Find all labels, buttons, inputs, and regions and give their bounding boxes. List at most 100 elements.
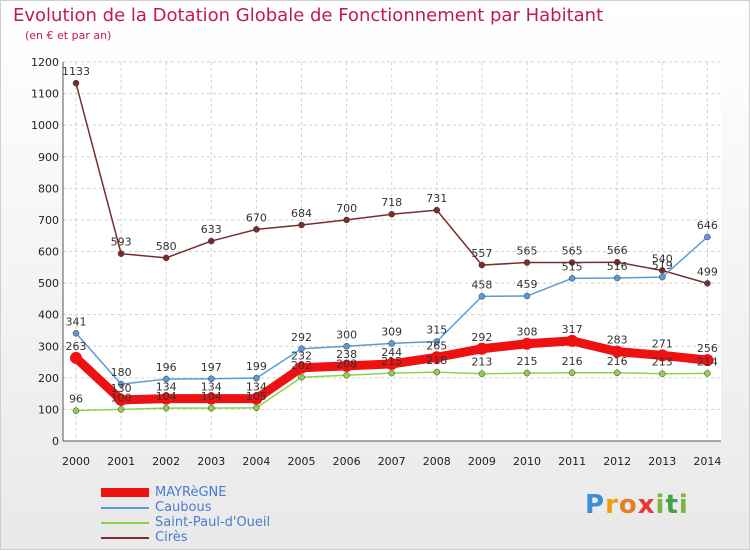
x-tick-label: 2002: [152, 455, 180, 468]
logo-letter: x: [637, 490, 656, 520]
data-label: 341: [66, 315, 87, 328]
x-tick-label: 2003: [197, 455, 225, 468]
data-point: [253, 374, 260, 382]
x-tick-label: 2014: [693, 455, 721, 468]
data-point: [701, 354, 714, 367]
data-label: 670: [246, 211, 267, 224]
x-tick-label: 2007: [378, 455, 406, 468]
data-point: [433, 368, 441, 376]
data-point: [659, 267, 666, 274]
data-point: [568, 369, 576, 377]
logo-letter: r: [605, 490, 619, 520]
data-label: 130: [111, 382, 132, 395]
y-tick-label: 1000: [31, 119, 59, 132]
data-label: 557: [471, 247, 492, 260]
data-label: 105: [246, 390, 267, 403]
data-point: [430, 351, 443, 364]
y-tick-label: 1200: [31, 56, 59, 69]
data-point: [72, 330, 80, 337]
data-point: [478, 293, 486, 300]
legend-item-caubous: Caubous: [101, 500, 270, 515]
data-label: 256: [697, 342, 718, 355]
x-tick-label: 2009: [468, 455, 496, 468]
x-tick-label: 2010: [513, 455, 541, 468]
data-point: [160, 392, 173, 405]
legend-label: Saint-Paul-d'Oueil: [155, 515, 271, 530]
data-point: [388, 340, 395, 347]
data-point: [250, 392, 263, 405]
data-point: [253, 404, 260, 412]
data-point: [295, 361, 308, 374]
legend: MAYRèGNE Caubous Saint-Paul-d'Oueil Cirè…: [101, 485, 270, 545]
data-point: [162, 404, 170, 412]
data-label: 215: [381, 355, 402, 368]
data-label: 134: [201, 381, 222, 394]
data-label: 218: [426, 354, 447, 367]
data-point: [478, 261, 486, 269]
data-point: [208, 375, 215, 383]
data-label: 180: [111, 366, 132, 379]
legend-item-saint-paul: Saint-Paul-d'Oueil: [101, 515, 270, 530]
data-point: [523, 259, 531, 266]
data-point: [343, 216, 350, 224]
data-label: 96: [69, 393, 83, 406]
data-point: [298, 373, 305, 381]
data-point: [568, 275, 576, 282]
data-label: 134: [156, 381, 177, 394]
x-tick-label: 2011: [558, 455, 586, 468]
data-label: 244: [381, 346, 402, 359]
legend-swatch: [101, 488, 149, 497]
data-point: [704, 280, 711, 287]
chart-title: Evolution de la Dotation Globale de Fonc…: [13, 5, 604, 26]
x-tick-label: 2012: [603, 455, 631, 468]
data-label: 271: [652, 337, 673, 350]
logo-letter: P: [585, 490, 606, 520]
data-label: 519: [652, 259, 673, 272]
data-label: 459: [517, 278, 538, 291]
data-point: [613, 258, 621, 266]
legend-item-cires: Cirès: [101, 530, 270, 545]
data-label: 300: [336, 328, 357, 341]
x-tick-label: 2004: [242, 455, 270, 468]
legend-label: MAYRèGNE: [155, 485, 227, 500]
data-label: 566: [607, 244, 628, 257]
data-point: [521, 337, 533, 350]
data-label: 684: [291, 207, 312, 220]
data-point: [298, 345, 305, 353]
data-label: 593: [111, 236, 132, 249]
data-point: [162, 254, 170, 262]
data-label: 202: [291, 359, 312, 372]
y-tick-label: 800: [38, 182, 59, 195]
legend-label: Cirès: [155, 530, 188, 545]
logo-letter: o: [618, 490, 638, 520]
data-label: 238: [336, 348, 357, 361]
data-point: [343, 372, 350, 379]
x-tick-label: 2013: [648, 455, 676, 468]
data-point: [613, 369, 621, 377]
data-label: 308: [517, 326, 538, 339]
data-point: [388, 369, 395, 377]
data-label: 499: [697, 265, 718, 278]
data-label: 196: [156, 361, 177, 374]
data-point: [659, 370, 666, 377]
data-point: [72, 407, 80, 414]
y-tick-label: 0: [52, 435, 59, 448]
data-label: 317: [562, 323, 583, 336]
data-label: 208: [336, 357, 357, 370]
data-point: [385, 357, 398, 370]
data-point: [117, 250, 125, 257]
data-label: 565: [562, 245, 583, 258]
data-point: [340, 359, 353, 372]
logo-letter: t: [665, 490, 679, 520]
legend-swatch: [101, 506, 149, 509]
chart-subtitle: (en € et par an): [25, 29, 112, 42]
data-label: 458: [471, 278, 492, 291]
x-tick-label: 2001: [107, 455, 135, 468]
data-point: [475, 342, 488, 355]
data-label: 265: [426, 339, 447, 352]
data-label: 1133: [62, 65, 90, 78]
legend-item-mayregne: MAYRèGNE: [101, 485, 270, 500]
data-point: [117, 380, 125, 388]
